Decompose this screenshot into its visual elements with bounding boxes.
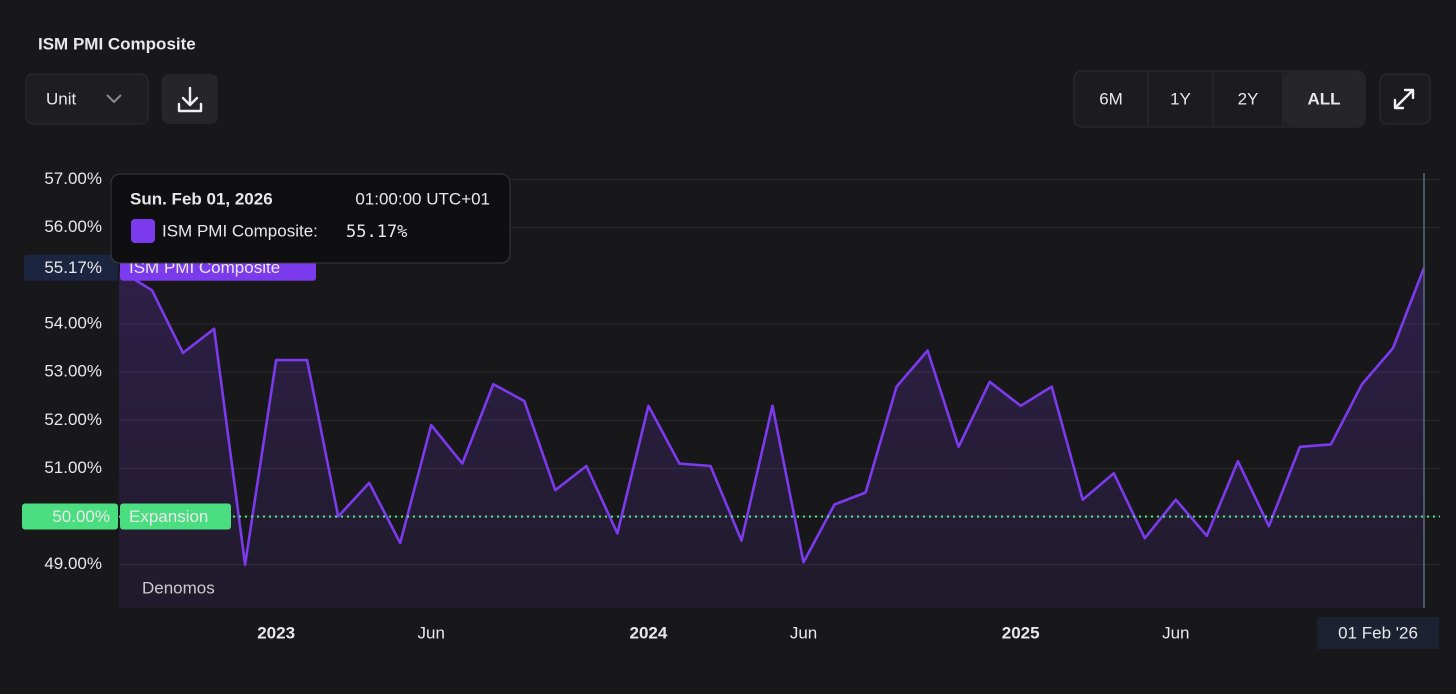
series-line [120, 267, 1426, 566]
y-tick-label: 51.00% [44, 458, 102, 477]
x-tick-label: Jun [418, 623, 445, 642]
tooltip-swatch [131, 219, 155, 243]
chart-title: ISM PMI Composite [38, 34, 196, 53]
reference-value-label: 50.00% [52, 507, 110, 526]
x-tick-label: Jun [790, 623, 817, 642]
y-tick-label: 57.00% [44, 169, 102, 188]
range-button[interactable]: 1Y [1170, 89, 1191, 108]
x-tick-label: 2023 [257, 623, 295, 642]
y-tick-label: 49.00% [44, 554, 102, 573]
tooltip-value: 55.17% [346, 222, 407, 242]
x-tick-label: 2024 [629, 623, 667, 642]
expand-button[interactable] [1379, 73, 1431, 125]
download-icon [177, 86, 203, 113]
reference-value-tag [22, 503, 118, 530]
range-button[interactable]: 6M [1099, 89, 1123, 108]
range-button[interactable]: ALL [1307, 89, 1340, 108]
tooltip-series: ISM PMI Composite: [162, 221, 318, 240]
crosshair-label: 01 Feb '26 [1338, 623, 1418, 642]
last-value-tag [24, 254, 118, 281]
download-button[interactable] [162, 74, 218, 124]
tooltip: Sun. Feb 01, 2026 01:00:00 UTC+01 ISM PM… [110, 173, 511, 264]
y-tick-label: 52.00% [44, 410, 102, 429]
area-fill [119, 267, 1424, 608]
expand-icon [1393, 88, 1415, 110]
x-tick-label: Jun [1162, 623, 1189, 642]
x-tick-label: 2025 [1002, 623, 1040, 642]
tooltip-box [110, 173, 511, 264]
watermark: Denomos [142, 578, 215, 597]
crosshair-tag [1317, 617, 1439, 649]
reference-name: Expansion [129, 507, 208, 526]
chevron-icon [106, 94, 122, 104]
range-button[interactable]: 2Y [1238, 89, 1259, 108]
unit-dropdown[interactable]: Unit [25, 73, 149, 125]
dropdown-label[interactable]: Unit [46, 89, 77, 108]
tooltip-date: Sun. Feb 01, 2026 [130, 189, 273, 208]
y-tick-label: 56.00% [44, 217, 102, 236]
last-value-label: 55.17% [44, 258, 102, 277]
y-tick-label: 54.00% [44, 314, 102, 333]
dropdown-box[interactable] [25, 73, 149, 125]
range-button-selected[interactable] [1284, 72, 1364, 126]
y-tick-label: 53.00% [44, 362, 102, 381]
reference-name-tag [120, 503, 231, 530]
tooltip-time: 01:00:00 UTC+01 [355, 189, 490, 208]
